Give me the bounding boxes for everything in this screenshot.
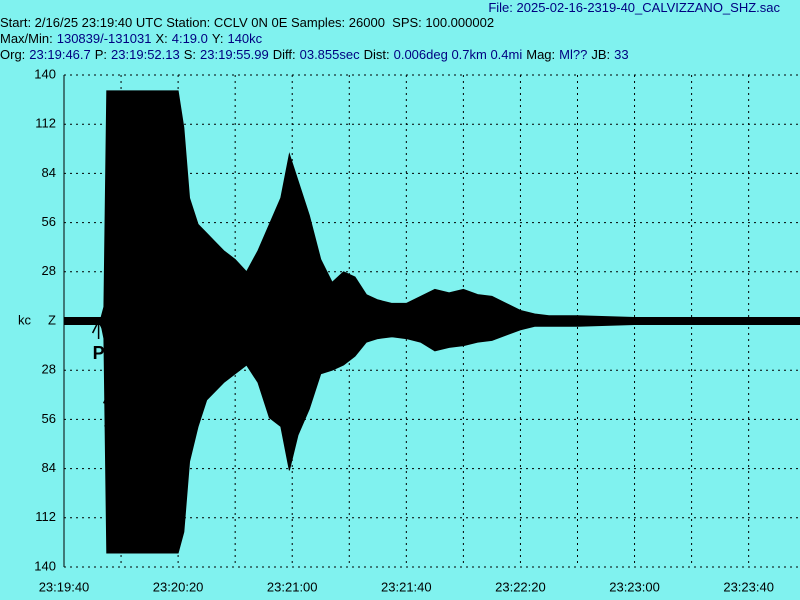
waveform-max [63, 90, 800, 322]
x-tick-label: 23:19:40 [39, 579, 90, 594]
header-label: JB: [591, 47, 611, 62]
x-tick-label: 23:21:00 [267, 579, 318, 594]
header-label: Dist: [363, 47, 390, 62]
x-tick-label: 23:22:20 [495, 579, 546, 594]
header-label: X: [155, 31, 168, 46]
x-tick-label: 23:23:40 [723, 579, 774, 594]
y-tick-label: 140 [34, 558, 56, 573]
header-label: Max/Min: [0, 31, 53, 46]
y-tick-label: 140 [34, 66, 56, 81]
pick-label: P [93, 343, 105, 363]
y-tick-label: 28 [42, 362, 56, 377]
y-tick-label: 56 [42, 411, 56, 426]
header-value: 140kc [227, 31, 263, 46]
header-value: 23:19:46.7 [29, 47, 91, 62]
header-value: 23:19:52.13 [111, 47, 180, 62]
waveform-min [63, 320, 800, 554]
header-value: 0.006deg 0.7km 0.4mi [393, 47, 523, 62]
header-value: 03.855sec [299, 47, 360, 62]
header-label: Y: [211, 31, 224, 46]
file-line: File: 2025-02-16-2319-40_CALVIZZANO_SHZ.… [488, 0, 780, 16]
header-value: 130839/-131031 [56, 31, 152, 46]
header-value: Ml?? [559, 47, 588, 62]
y-tick-label: 112 [35, 116, 56, 131]
y-axis-label: kc [18, 312, 32, 327]
start-line: Start: 2/16/25 23:19:40 UTC Station: CCL… [0, 15, 495, 30]
header-label: Mag: [526, 47, 556, 62]
header-value: 33 [614, 47, 629, 62]
y-tick-label: 84 [42, 165, 56, 180]
header-label: S: [183, 47, 197, 62]
header-value: 23:19:55.99 [200, 47, 269, 62]
header-label: Org: [0, 47, 26, 62]
x-tick-label: 23:23:00 [609, 579, 660, 594]
y-tick-label: 84 [42, 460, 56, 475]
org-line: Org: 23:19:46.7 P: 23:19:52.13 S: 23:19:55.99… [0, 47, 629, 63]
x-tick-label: 23:21:40 [381, 579, 432, 594]
header-label: Diff: [272, 47, 296, 62]
file-name: File: 2025-02-16-2319-40_CALVIZZANO_SHZ.… [488, 0, 780, 15]
header-value: 4:19.0 [171, 31, 208, 46]
y-tick-label: Z [48, 312, 56, 327]
y-tick-label: 28 [42, 263, 56, 278]
maxmin-line: Max/Min: 130839/-131031 X: 4:19.0 Y: 140kc [0, 31, 262, 47]
header-label: P: [94, 47, 108, 62]
y-tick-label: 56 [42, 214, 56, 229]
y-tick-label: 112 [35, 509, 56, 524]
x-tick-label: 23:20:20 [153, 579, 204, 594]
